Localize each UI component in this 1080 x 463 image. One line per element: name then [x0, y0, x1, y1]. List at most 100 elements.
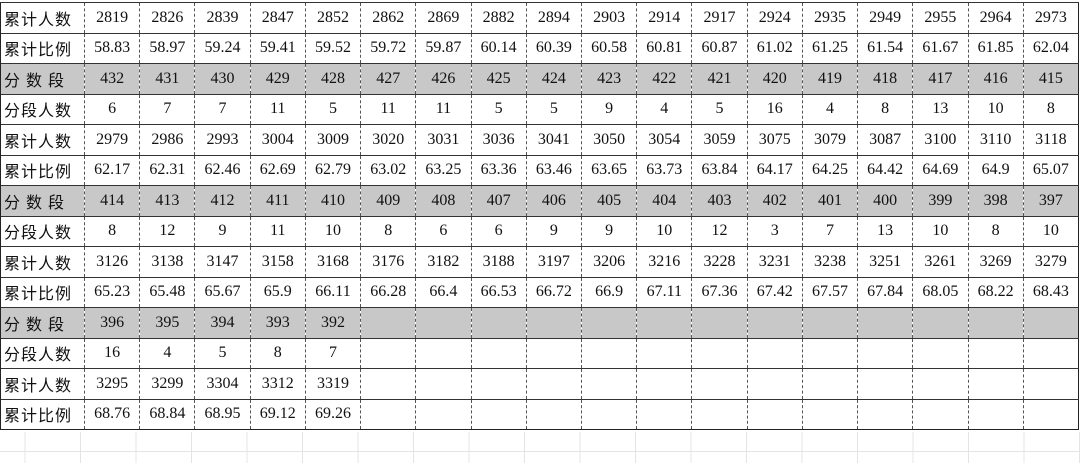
- cell: 58.97: [139, 32, 196, 64]
- cell: 429: [249, 63, 306, 95]
- empty-cell: [636, 398, 693, 430]
- cell: 58.83: [83, 32, 141, 64]
- empty-cell: [912, 337, 969, 369]
- empty-cell: [857, 368, 914, 400]
- cell: 401: [801, 185, 859, 217]
- score-table: 累计人数 2819 2826 2839 2847 2852 2862 2869 2882 2894…: [0, 2, 1080, 430]
- cell: 65.67: [194, 276, 251, 308]
- row-label: 分段人数: [0, 215, 85, 247]
- cell: 3231: [746, 246, 803, 278]
- cell: 400: [857, 185, 914, 217]
- cell: 12: [691, 215, 748, 247]
- cell: 69.12: [249, 398, 306, 430]
- cell: 427: [360, 63, 417, 95]
- cell: 422: [636, 63, 693, 95]
- cell: 60.81: [636, 32, 693, 64]
- empty-cell: [525, 337, 582, 369]
- cell: 2949: [857, 2, 914, 34]
- cell: 3075: [746, 124, 803, 156]
- empty-cell: [801, 307, 859, 339]
- empty-cell: [580, 398, 638, 430]
- table-row: 累计比例 58.83 58.97 59.24 59.41 59.52 59.72 59.87 6…: [0, 32, 1080, 64]
- empty-cell: [360, 368, 417, 400]
- cell: 59.87: [415, 32, 472, 64]
- cell: 66.28: [360, 276, 417, 308]
- empty-cell: [580, 368, 638, 400]
- cell: 69.26: [304, 398, 362, 430]
- cell: 67.42: [746, 276, 803, 308]
- cell: 12: [139, 215, 196, 247]
- empty-cell: [636, 368, 693, 400]
- empty-cell: [1022, 368, 1080, 400]
- empty-cell: [360, 337, 417, 369]
- cell: 2826: [139, 2, 196, 34]
- cell: 2847: [249, 2, 306, 34]
- row-label: 累计人数: [0, 368, 85, 400]
- cell: 392: [304, 307, 362, 339]
- cell: 66.11: [304, 276, 362, 308]
- empty-cell: [967, 307, 1024, 339]
- cell: 421: [691, 63, 748, 95]
- cell: 393: [249, 307, 306, 339]
- cell: 3238: [801, 246, 859, 278]
- empty-cell: [857, 398, 914, 430]
- cell: 66.9: [580, 276, 638, 308]
- cell: 3295: [83, 368, 141, 400]
- cell: 10: [967, 93, 1024, 125]
- cell: 60.87: [691, 32, 748, 64]
- table-row: 累计比例 65.23 65.48 65.67 65.9 66.11 66.28 66.4 66.…: [0, 276, 1080, 308]
- row-label: 分段人数: [0, 93, 85, 125]
- cell: 2914: [636, 2, 693, 34]
- cell: 432: [83, 63, 141, 95]
- cell: 59.41: [249, 32, 306, 64]
- table-row: 累计人数 3126 3138 3147 3158 3168 3176 3182 3188 3197…: [0, 246, 1080, 278]
- cell: 9: [580, 215, 638, 247]
- cell: 65.23: [83, 276, 141, 308]
- cell: 64.9: [967, 154, 1024, 186]
- cell: 413: [139, 185, 196, 217]
- cell: 3050: [580, 124, 638, 156]
- empty-cell: [857, 307, 914, 339]
- cell: 62.17: [83, 154, 141, 186]
- row-label: 分 数 段: [0, 185, 85, 217]
- cell: 414: [83, 185, 141, 217]
- cell: 11: [249, 93, 306, 125]
- cell: 423: [580, 63, 638, 95]
- cell: 2986: [139, 124, 196, 156]
- empty-cell: [912, 398, 969, 430]
- cell: 68.22: [967, 276, 1024, 308]
- cell: 64.69: [912, 154, 969, 186]
- cell: 7: [139, 93, 196, 125]
- cell: 2917: [691, 2, 748, 34]
- cell: 67.84: [857, 276, 914, 308]
- empty-cell: [746, 307, 803, 339]
- cell: 419: [801, 63, 859, 95]
- cell: 8: [360, 215, 417, 247]
- cell: 405: [580, 185, 638, 217]
- empty-cell: [415, 398, 472, 430]
- cell: 417: [912, 63, 969, 95]
- cell: 397: [1022, 185, 1080, 217]
- cell: 2852: [304, 2, 362, 34]
- cell: 11: [360, 93, 417, 125]
- cell: 4: [801, 93, 859, 125]
- cell: 3059: [691, 124, 748, 156]
- cell: 63.84: [691, 154, 748, 186]
- cell: 8: [857, 93, 914, 125]
- cell: 3138: [139, 246, 196, 278]
- empty-cell: [746, 368, 803, 400]
- cell: 3126: [83, 246, 141, 278]
- cell: 8: [249, 337, 306, 369]
- cell: 3009: [304, 124, 362, 156]
- empty-cell: [636, 307, 693, 339]
- cell: 3031: [415, 124, 472, 156]
- empty-cell: [1022, 307, 1080, 339]
- empty-cell: [746, 398, 803, 430]
- empty-cell: [525, 307, 582, 339]
- cell: 409: [360, 185, 417, 217]
- cell: 415: [1022, 63, 1080, 95]
- empty-cell: [580, 337, 638, 369]
- cell: 3261: [912, 246, 969, 278]
- cell: 399: [912, 185, 969, 217]
- cell: 5: [691, 93, 748, 125]
